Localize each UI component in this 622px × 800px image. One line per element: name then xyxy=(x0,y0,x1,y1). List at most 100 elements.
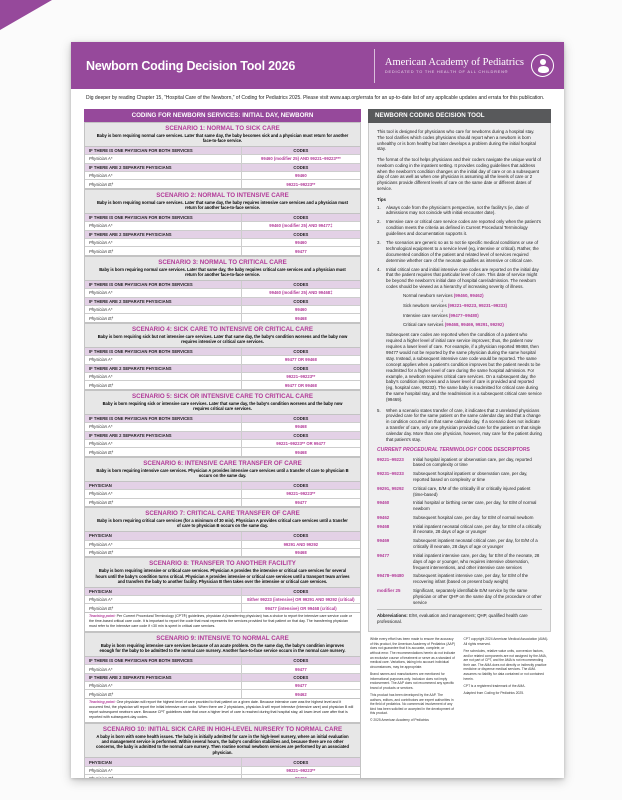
physician-cell: Physician B† xyxy=(85,314,242,322)
codes-cell: 99460 (modifier 25) AND 99477‡ xyxy=(269,223,333,229)
physician-cell: Physician A* xyxy=(85,306,242,314)
table-row: IF THERE IS ONE PHYSICIAN FOR BOTH SERVI… xyxy=(85,146,360,155)
scenario-block: SCENARIO 5: SICK OR INTENSIVE CARE TO CR… xyxy=(84,389,361,457)
scenario-table: IF THERE IS ONE PHYSICIAN FOR BOTH SERVI… xyxy=(84,655,361,699)
tip-item: 4. Initial critical care and initial inte… xyxy=(377,267,542,291)
physician-cell: Physician B† xyxy=(85,448,242,456)
page-title: Newborn Coding Decision Tool 2026 xyxy=(86,58,296,73)
table-header-label: IF THERE ARE 2 SEPARATE PHYSICIANS xyxy=(85,364,242,372)
scenario-title: SCENARIO 8: TRANSFER TO ANOTHER FACILITY xyxy=(84,557,361,568)
scenario-table: IF THERE IS ONE PHYSICIAN FOR BOTH SERVI… xyxy=(84,346,361,390)
table-row: Physician A* 99291 AND 99292 xyxy=(85,539,360,548)
codes-cell: 99477 xyxy=(295,248,307,254)
table-row: Physician B† 99468 xyxy=(85,313,360,322)
codes-header-cell: CODES xyxy=(293,588,309,594)
tip-item: 1. Always code from the physician’s persp… xyxy=(377,205,542,217)
scenario-block: SCENARIO 2: NORMAL TO INTENSIVE CARE Baby… xyxy=(84,188,361,256)
tip-text: Always code from the physician’s perspec… xyxy=(386,204,529,216)
tip-item: 5. When a scenario states transfer of car… xyxy=(377,408,542,443)
table-row: Physician B† 99462 xyxy=(85,689,360,698)
scenario-title: SCENARIO 3: NORMAL TO CRITICAL CARE xyxy=(84,255,361,266)
poster-page: Newborn Coding Decision Tool 2026 Americ… xyxy=(71,42,564,778)
codes-header-cell: CODES xyxy=(293,282,309,288)
table-row: Physician A* 99221–99223** xyxy=(85,372,360,381)
codes-header-cell: CODES xyxy=(293,658,309,664)
table-row: Physician B† 99477 (intensive) OR 99468 (… xyxy=(85,603,360,612)
physician-cell: Physician B† xyxy=(85,548,242,557)
codes-cell: 99221–99223** xyxy=(286,374,316,380)
table-row: Physician A* 99460 (modifier 25) AND 9946… xyxy=(85,288,360,297)
table-row: Physician B† 99477 xyxy=(85,246,360,255)
teaching-point-label: Teaching point: xyxy=(89,614,116,619)
physician-cell: Physician A* xyxy=(85,440,242,448)
table-row: PHYSICIAN CODES xyxy=(85,758,360,766)
aap-brand-text: American Academy of Pediatrics DEDICATED… xyxy=(385,57,524,75)
intro-paragraph: This tool is designed for physicians who… xyxy=(377,128,536,152)
descriptor-text: Subsequent hospital care, per day, for E… xyxy=(413,514,534,520)
teaching-point-text: One physician will report the highest le… xyxy=(89,700,354,719)
descriptor-code: 99478–99480 xyxy=(377,573,404,579)
hierarchy-label: Critical care services xyxy=(403,322,445,328)
right-column-header: NEWBORN CODING DECISION TOOL xyxy=(368,108,551,123)
codes-cell: 99221–99223** xyxy=(286,768,316,774)
physician-cell: Physician B† xyxy=(85,690,242,698)
codes-header-cell: CODES xyxy=(293,674,309,680)
page-header: Newborn Coding Decision Tool 2026 Americ… xyxy=(71,42,564,89)
scenario-description: Baby is born requiring sick or intensive… xyxy=(84,399,361,414)
descriptor-row: 99478–99480 Subsequent inpatient intensiv… xyxy=(377,573,542,585)
fine-print-paragraph: Adapted from Coding for Pediatrics 2025. xyxy=(463,690,524,695)
table-header-label: IF THERE IS ONE PHYSICIAN FOR BOTH SERVI… xyxy=(85,347,242,356)
table-row: PHYSICIAN CODES xyxy=(85,481,360,490)
subsequent-care-paragraph: Subsequent care codes are reported when … xyxy=(386,332,542,403)
teaching-point-text: Per Current Procedural Terminology (CPT®… xyxy=(89,614,352,628)
descriptor-code: modifier 25 xyxy=(377,587,401,593)
hierarchy-level: Sick newborn services (99221–99223, 9923… xyxy=(403,303,542,309)
table-row: IF THERE IS ONE PHYSICIAN FOR BOTH SERVI… xyxy=(85,414,360,423)
table-row: IF THERE ARE 2 SEPARATE PHYSICIANS CODES xyxy=(85,430,360,439)
descriptor-code: 99231–99233 xyxy=(377,471,404,477)
teaching-point: Teaching point: Per Current Procedural T… xyxy=(84,612,361,632)
scenario-description: Baby is born requiring normal care servi… xyxy=(84,131,361,146)
codes-cell: 99460 xyxy=(295,307,307,313)
scenario-title: SCENARIO 6: INTENSIVE CARE TRANSFER OF C… xyxy=(84,456,361,467)
codes-cell: 99221–99223** xyxy=(286,181,316,187)
physician-cell: Physician A* xyxy=(85,172,242,180)
table-header-label: IF THERE IS ONE PHYSICIAN FOR BOTH SERVI… xyxy=(85,414,242,423)
descriptor-text: Subsequent inpatient neonatal critical c… xyxy=(413,538,538,550)
physician-cell: Physician A* xyxy=(85,356,242,364)
scenario-description: A baby is born with some health issues. … xyxy=(84,732,361,758)
aap-brand-block: American Academy of Pediatrics DEDICATED… xyxy=(373,48,564,83)
scenario-block: SCENARIO 7: CRITICAL CARE TRANSFER OF CA… xyxy=(84,507,361,558)
table-header-label: IF THERE ARE 2 SEPARATE PHYSICIANS xyxy=(85,673,242,682)
scenario-title: SCENARIO 1: NORMAL TO SICK CARE xyxy=(84,121,361,132)
table-row: IF THERE ARE 2 SEPARATE PHYSICIANS CODES xyxy=(85,672,360,682)
table-row: IF THERE ARE 2 SEPARATE PHYSICIANS CODES xyxy=(85,296,360,305)
codes-cell: 99460 xyxy=(295,240,307,246)
scenario-table: PHYSICIAN CODES Physician A* 99291 AND 9929… xyxy=(84,531,361,558)
fine-print-paragraph: CPT is a registered trademark of the AMA… xyxy=(463,683,526,688)
descriptor-text: Initial hospital or birthing center care… xyxy=(413,500,537,512)
descriptor-row: 99291, 99292 Critical care, E/M of the cr… xyxy=(377,486,542,498)
tip-text: The scenarios are generic so as to not t… xyxy=(386,240,539,263)
fine-print-left: While every effort has been made to ensu… xyxy=(370,637,456,725)
scenario-block: SCENARIO 1: NORMAL TO SICK CARE Baby is b… xyxy=(84,121,361,189)
tip-item: 3. The scenarios are generic so as to not… xyxy=(377,240,542,264)
table-row: Physician A* 99460 xyxy=(85,238,360,247)
scenario-title: SCENARIO 4: SICK CARE TO INTENSIVE OR CR… xyxy=(84,322,361,333)
scenario-description: Baby is born requiring critical care ser… xyxy=(84,517,361,532)
codes-cell: 99477 OR 99468 xyxy=(284,382,317,388)
hierarchy-codes: (99460, 99462) xyxy=(453,293,484,299)
scenario-description: Baby is born requiring normal care servi… xyxy=(84,265,361,280)
codes-cell: 99460 xyxy=(295,173,307,179)
abbreviations: Abbreviations: E/M, evaluation and manag… xyxy=(377,609,542,625)
codes-cell: 99460 (modifier 25) AND 99468‡ xyxy=(269,290,333,296)
tip-number: 3. xyxy=(377,240,381,245)
codes-cell: 99221–99223** OR 99477 xyxy=(276,441,326,447)
physician-cell: Physician A* xyxy=(85,682,242,690)
table-row: Physician B† 99477 OR 99468 xyxy=(85,380,360,389)
fine-print-paragraph: This product has been developed by the A… xyxy=(370,692,454,716)
abbreviations-label: Abbreviations: xyxy=(377,613,408,619)
table-header-label: PHYSICIAN xyxy=(85,587,242,596)
codes-cell: 99291 AND 99292 xyxy=(283,541,319,547)
scenario-description: Baby is born requiring intensive care se… xyxy=(84,466,361,481)
